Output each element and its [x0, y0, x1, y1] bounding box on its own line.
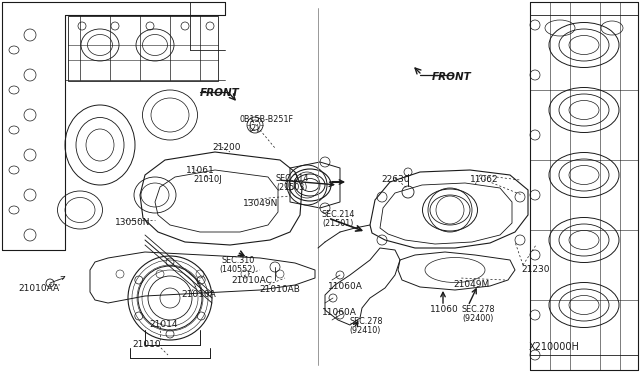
Text: 21010A: 21010A — [181, 290, 216, 299]
Text: 21010J: 21010J — [193, 175, 221, 184]
Text: 0B15B-B251F: 0B15B-B251F — [239, 115, 293, 124]
Text: 13050N: 13050N — [115, 218, 150, 227]
Text: 11060A: 11060A — [328, 282, 363, 291]
Text: 21014: 21014 — [149, 320, 177, 329]
Text: 21049M: 21049M — [453, 280, 489, 289]
Text: (21501): (21501) — [322, 219, 353, 228]
Text: 21010AC: 21010AC — [231, 276, 272, 285]
Text: 21010AB: 21010AB — [259, 285, 300, 294]
Text: SEC.278: SEC.278 — [462, 305, 495, 314]
Bar — [68, 16, 218, 81]
Text: SEC.310: SEC.310 — [221, 256, 254, 265]
Text: SEC.214: SEC.214 — [322, 210, 355, 219]
Text: 11060: 11060 — [430, 305, 459, 314]
Text: X210000H: X210000H — [529, 342, 580, 352]
Text: SEC.278: SEC.278 — [349, 317, 383, 326]
Text: 21200: 21200 — [212, 143, 241, 152]
Text: (2): (2) — [248, 124, 259, 133]
Text: 11061: 11061 — [186, 166, 215, 175]
Text: (140552): (140552) — [219, 265, 255, 274]
Text: 22630: 22630 — [381, 175, 410, 184]
Text: 13049N: 13049N — [243, 199, 278, 208]
Text: (92410): (92410) — [349, 326, 380, 335]
Text: (92400): (92400) — [462, 314, 493, 323]
Text: 21230: 21230 — [521, 265, 550, 274]
Text: FRONT: FRONT — [432, 72, 472, 82]
Text: 11062: 11062 — [470, 175, 499, 184]
Text: 11060A: 11060A — [322, 308, 357, 317]
Text: 21010AA: 21010AA — [18, 284, 59, 293]
Text: 21010: 21010 — [132, 340, 161, 349]
Text: SEC.214: SEC.214 — [276, 174, 309, 183]
Text: FRONT: FRONT — [200, 88, 240, 98]
Text: (21503): (21503) — [276, 183, 307, 192]
